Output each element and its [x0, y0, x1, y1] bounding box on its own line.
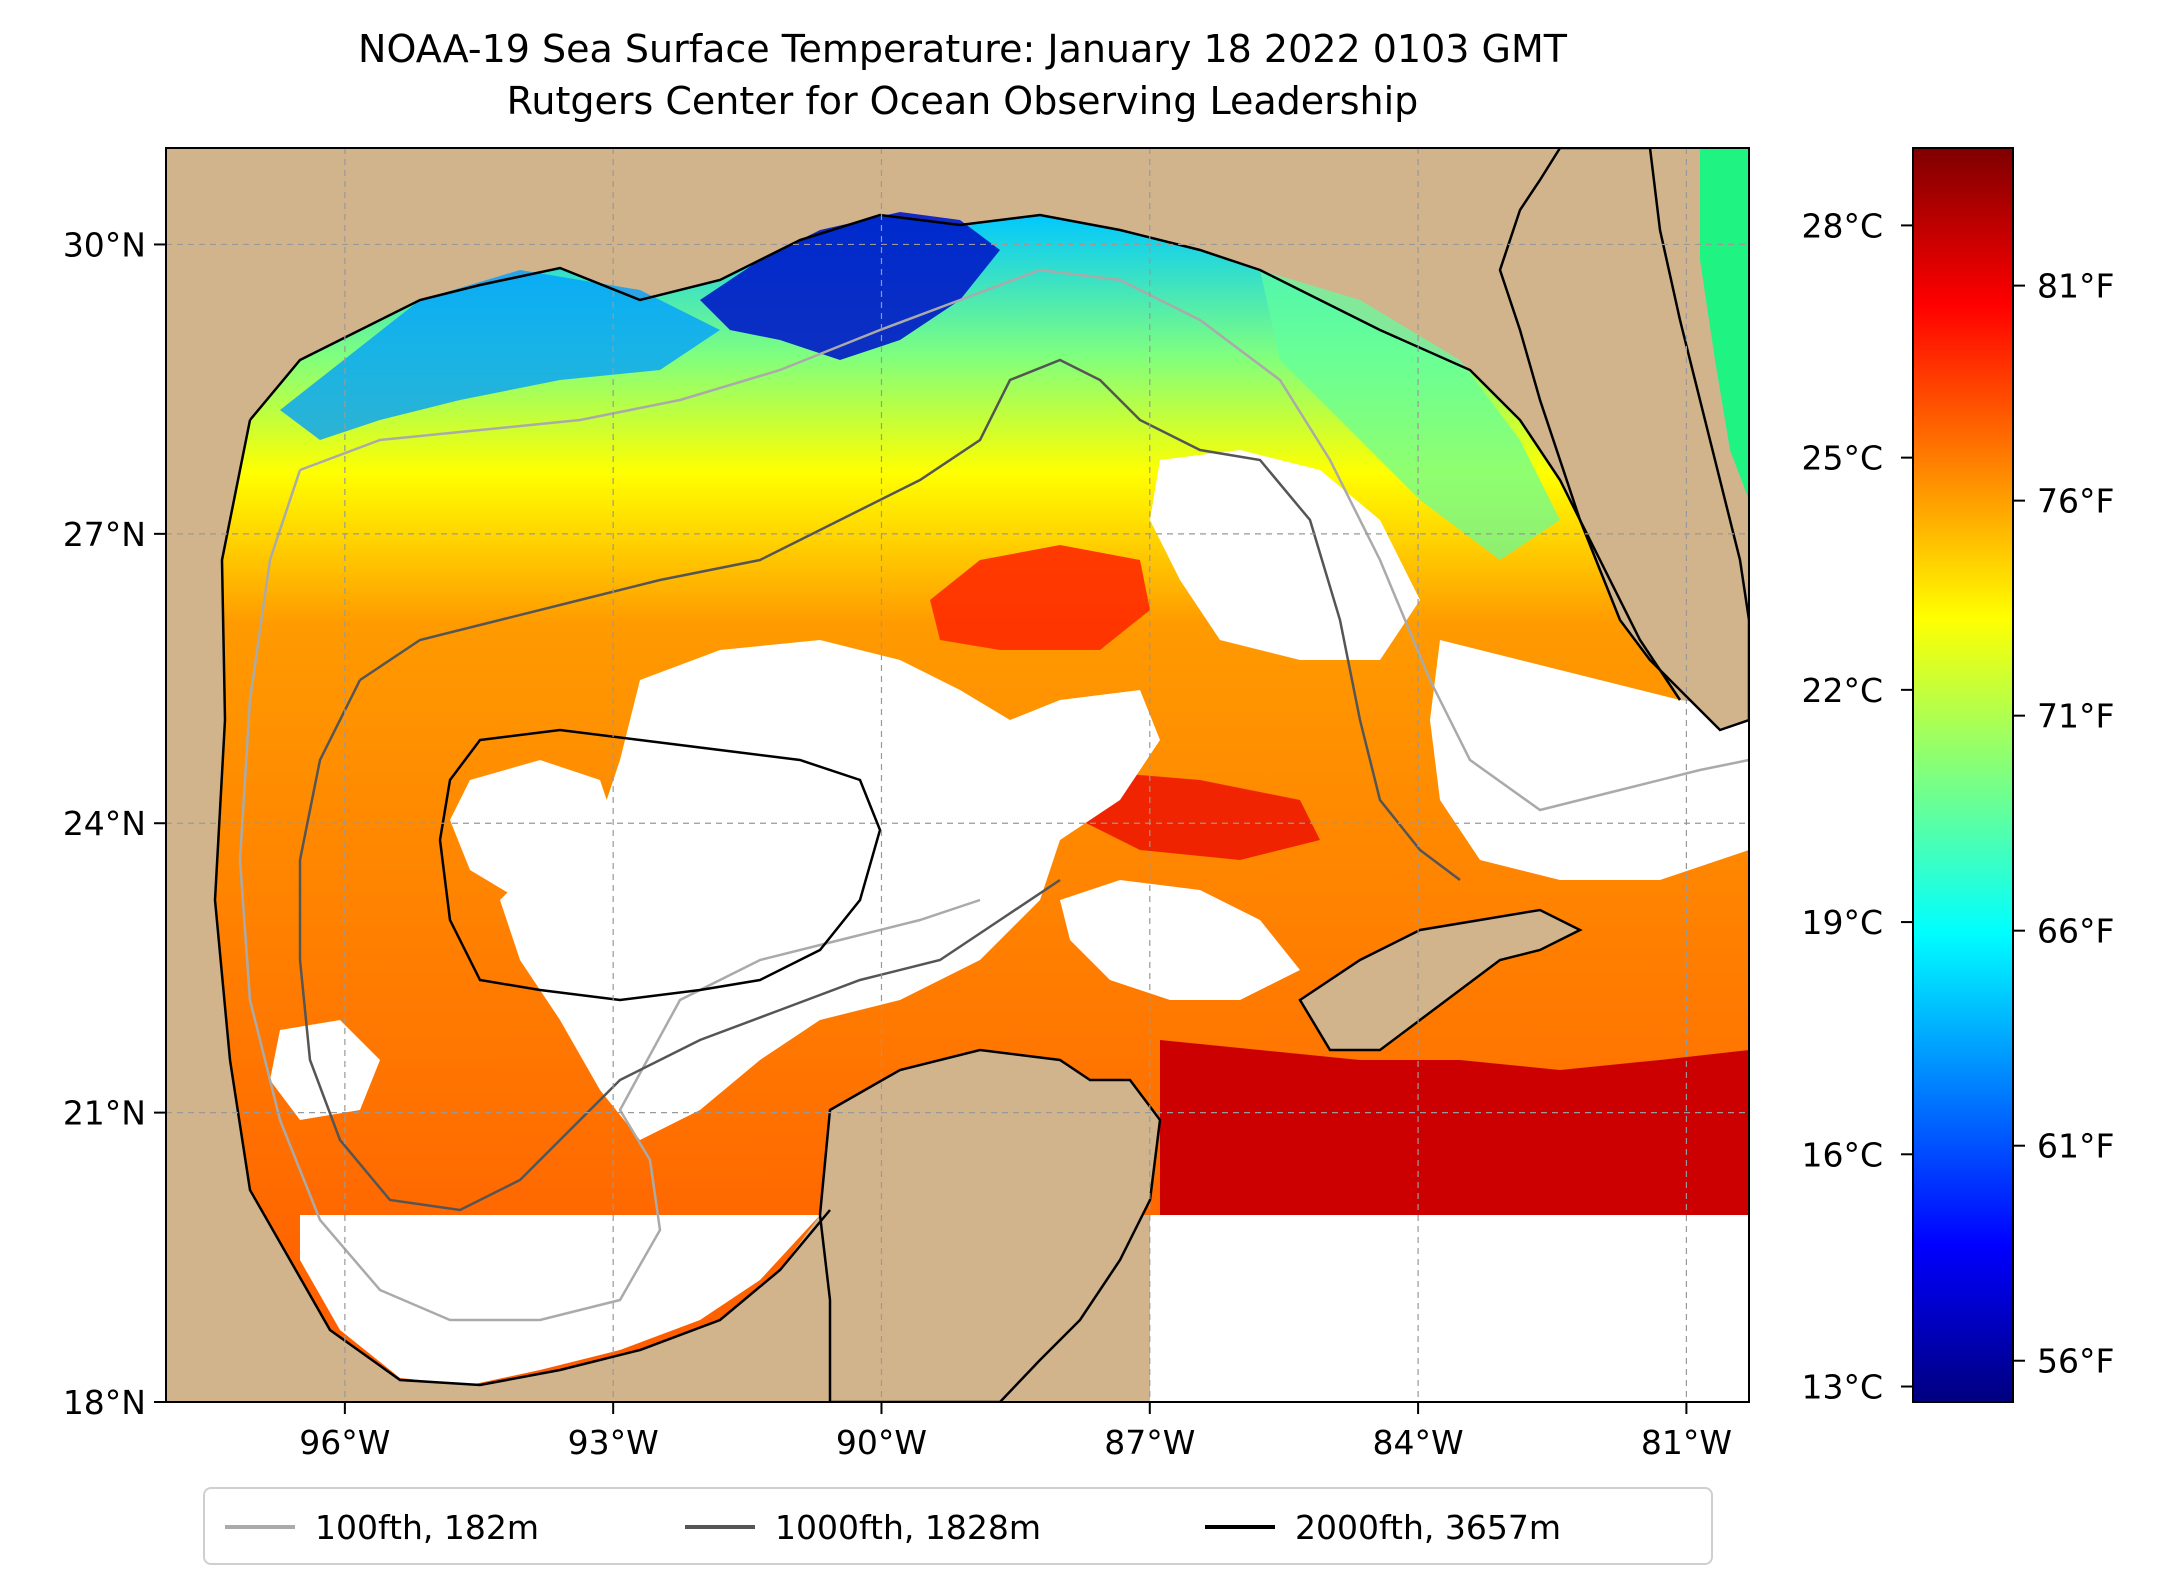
map-frame	[165, 147, 1750, 1403]
contour-1000fth	[298, 358, 1461, 1212]
mexico-coastline	[213, 419, 831, 1387]
fahrenheit-tick-label: 76°F	[2037, 482, 2114, 521]
fahrenheit-tick-label: 81°F	[2037, 267, 2114, 306]
lon-tick-label: 81°W	[1641, 1423, 1732, 1462]
lat-tick-label: 18°N	[63, 1383, 146, 1422]
legend-label: 100fth, 182m	[315, 1507, 539, 1547]
lat-tick-label: 27°N	[63, 515, 146, 554]
legend-line-swatch	[1205, 1525, 1275, 1529]
lon-tick-label: 93°W	[568, 1423, 659, 1462]
legend-item: 1000fth, 1828m	[685, 1507, 1041, 1547]
map-plot-area	[166, 148, 1749, 1402]
atlantic-water	[1700, 148, 1749, 500]
map-axis-ticks: 96°W 93°W 90°W 87°W 84°W 81°W 30°N 27°N 24°N 21°N…	[63, 225, 1732, 1462]
lat-tick-label: 21°N	[63, 1094, 146, 1133]
contour-100fth	[238, 268, 1749, 1322]
bathymetry-legend: 100fth, 182m 1000fth, 1828m 2000fth, 3657m	[203, 1487, 1713, 1565]
celsius-tick-label: 13°C	[1801, 1368, 1883, 1407]
us-gulf-coastline	[249, 213, 1682, 701]
legend-label: 1000fth, 1828m	[775, 1507, 1041, 1547]
fahrenheit-tick-label: 66°F	[2037, 912, 2114, 951]
colorbar-ticks: 28°C 25°C 22°C 19°C 16°C 13°C 81°F 76°F 71°F 66°F…	[1801, 206, 2114, 1406]
legend-item: 2000fth, 3657m	[1205, 1507, 1561, 1547]
lon-tick-label: 87°W	[1104, 1423, 1195, 1462]
cloud-mask	[270, 450, 1749, 1402]
cold-coastal-water	[700, 212, 1000, 360]
lon-tick-label: 84°W	[1373, 1423, 1464, 1462]
florida-land	[1498, 148, 1749, 732]
lat-tick-label: 30°N	[63, 225, 146, 264]
lon-tick-label: 90°W	[836, 1423, 927, 1462]
celsius-tick-label: 16°C	[1801, 1135, 1883, 1174]
legend-item: 100fth, 182m	[225, 1507, 539, 1547]
celsius-tick-label: 22°C	[1801, 671, 1883, 710]
cold-shelf-water	[280, 270, 720, 440]
lat-tick-label: 24°N	[63, 804, 146, 843]
celsius-tick-label: 28°C	[1801, 206, 1883, 245]
fahrenheit-tick-label: 61°F	[2037, 1127, 2114, 1166]
map-title: NOAA-19 Sea Surface Temperature: January…	[358, 27, 1567, 71]
celsius-tick-label: 25°C	[1801, 439, 1883, 478]
legend-line-swatch	[225, 1525, 295, 1529]
warm-caribbean-water	[1160, 1040, 1749, 1215]
legend-line-swatch	[685, 1525, 755, 1529]
loop-current-patch	[1080, 770, 1320, 860]
celsius-tick-label: 19°C	[1801, 903, 1883, 942]
map-subtitle: Rutgers Center for Ocean Observing Leade…	[506, 79, 1419, 123]
yucatan-land	[818, 1048, 1162, 1402]
cuba-land	[1298, 908, 1583, 1052]
warm-current-patch	[930, 545, 1150, 650]
contour-2000fth	[438, 728, 882, 1002]
fahrenheit-tick-label: 71°F	[2037, 697, 2114, 736]
legend-label: 2000fth, 3657m	[1295, 1507, 1561, 1547]
colorbar	[1912, 147, 2014, 1403]
fahrenheit-tick-label: 56°F	[2037, 1342, 2114, 1381]
florida-shelf-water	[1260, 270, 1560, 560]
map-gridlines	[166, 148, 1749, 1402]
lon-tick-label: 96°W	[299, 1423, 390, 1462]
